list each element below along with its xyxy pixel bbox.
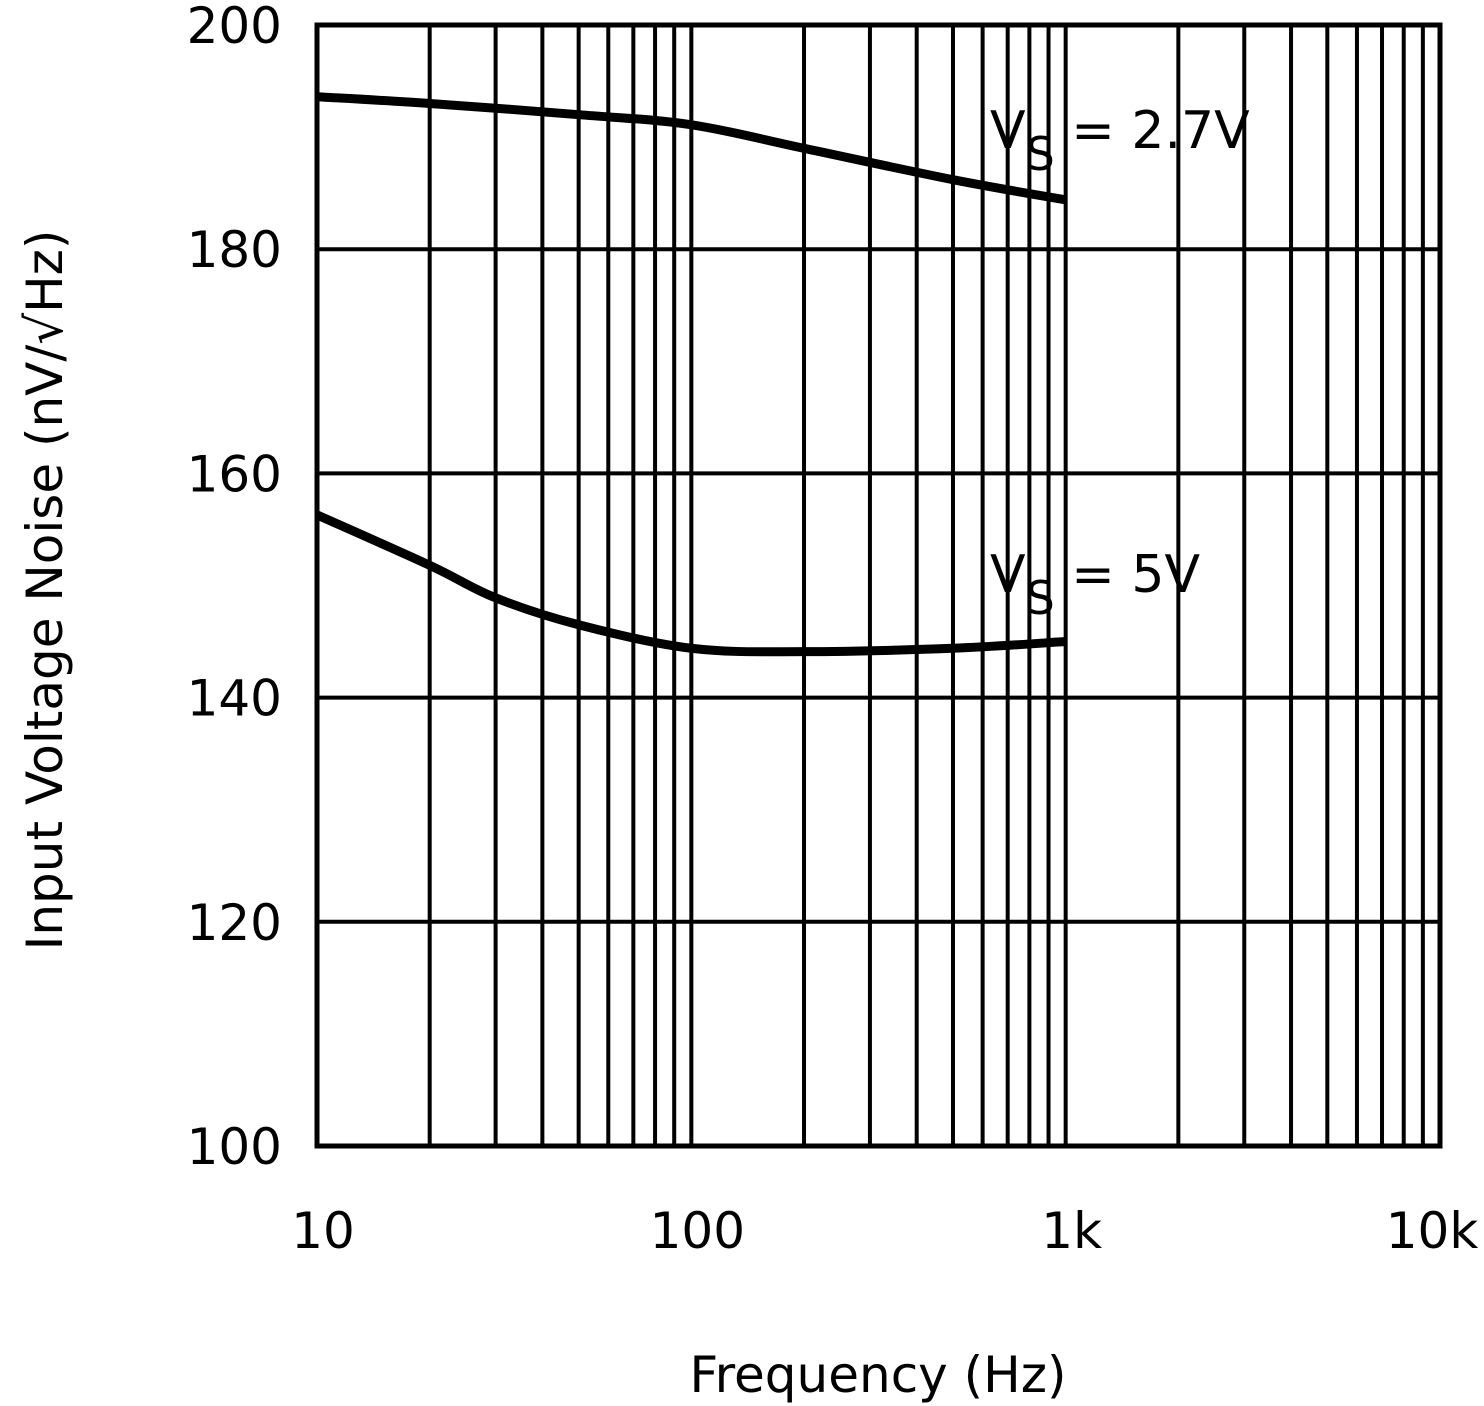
x-axis-label: Frequency (Hz) (689, 1346, 1066, 1404)
curves (315, 92, 1067, 657)
x-tick-label: 1k (1041, 1202, 1102, 1260)
y-tick-label: 140 (187, 670, 282, 728)
y-axis-label: Input Voltage Noise (nV/√Hz) (16, 230, 74, 951)
plot-border (314, 22, 1443, 1149)
x-tick-label: 100 (650, 1202, 745, 1260)
x-tick-label: 10 (291, 1202, 355, 1260)
y-tick-label: 200 (187, 0, 282, 55)
y-tick-label: 120 (187, 894, 282, 952)
grid (314, 22, 1443, 1149)
y-tick-label: 180 (187, 221, 282, 279)
series-line (315, 510, 1066, 657)
series-labels: VS = 2.7V VS = 5V (990, 101, 1250, 625)
x-tick-label: 10k (1386, 1202, 1479, 1260)
series-line (316, 92, 1067, 205)
y-tick-label: 160 (187, 445, 282, 503)
series-label: VS = 5V (990, 545, 1200, 625)
y-tick-label: 100 (187, 1118, 282, 1176)
series-label: VS = 2.7V (990, 101, 1250, 181)
